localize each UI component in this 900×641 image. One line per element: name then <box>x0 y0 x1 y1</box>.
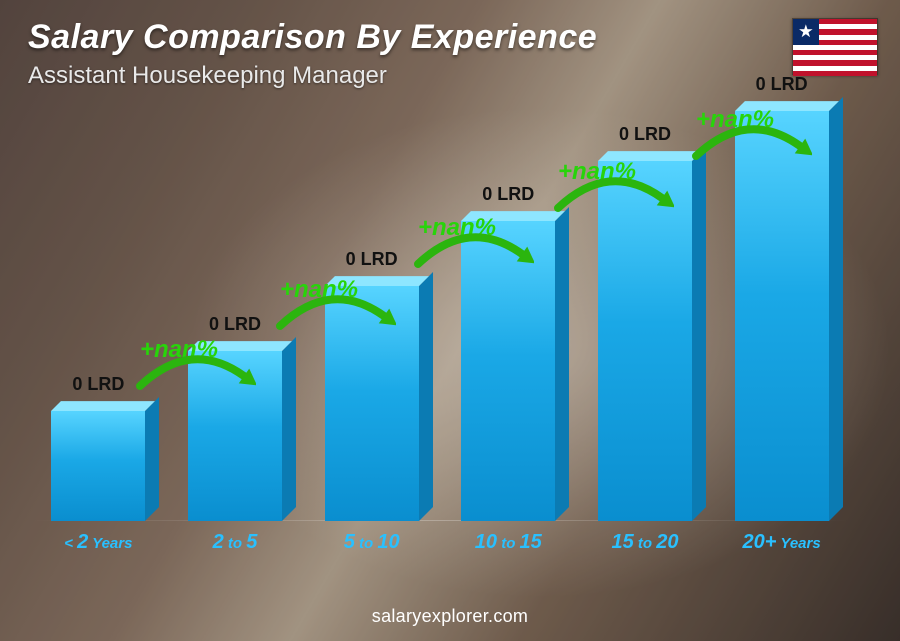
bar-slot: 0 LRD <box>449 110 567 521</box>
x-category: 5 to 10 <box>313 531 431 554</box>
bar-slot: 0 LRD <box>723 110 841 521</box>
page-subtitle: Assistant Housekeeping Manager <box>28 62 387 90</box>
infographic-stage: Salary Comparison By Experience Assistan… <box>0 0 900 641</box>
bar-side <box>419 272 433 521</box>
bar-front <box>51 411 145 521</box>
delta-label: +nan% <box>558 158 636 186</box>
bar-top <box>51 401 155 411</box>
x-category: 20+ Years <box>723 531 841 554</box>
bar: 0 LRD <box>461 221 555 521</box>
x-category: 15 to 20 <box>586 531 704 554</box>
x-axis-categories: < 2 Years 2 to 5 5 to 10 10 to 15 15 to 20 20… <box>30 523 850 561</box>
bar-value-label: 0 LRD <box>461 184 555 205</box>
bar-front <box>735 111 829 521</box>
bar-value-label: 0 LRD <box>598 124 692 145</box>
bar-front <box>325 286 419 521</box>
bar-value-label: 0 LRD <box>51 374 145 395</box>
delta-label: +nan% <box>696 106 774 134</box>
bar-side <box>555 207 569 521</box>
bar-side <box>282 337 296 521</box>
bar-slot: 0 LRD <box>39 110 157 521</box>
bar: 0 LRD <box>325 286 419 521</box>
bar-value-label: 0 LRD <box>188 314 282 335</box>
bar-slot: 0 LRD <box>176 110 294 521</box>
bar-slot: 0 LRD <box>313 110 431 521</box>
bar-front <box>598 161 692 521</box>
bar-front <box>461 221 555 521</box>
x-category: < 2 Years <box>39 531 157 554</box>
delta-label: +nan% <box>280 276 358 304</box>
salary-bar-chart: 0 LRD 0 LRD 0 LRD 0 LRD <box>30 110 850 561</box>
liberia-flag-icon: ★ <box>792 18 878 75</box>
x-category: 10 to 15 <box>449 531 567 554</box>
x-category: 2 to 5 <box>176 531 294 554</box>
bar: 0 LRD <box>598 161 692 521</box>
bar-side <box>145 397 159 521</box>
bar: 0 LRD <box>188 351 282 521</box>
bar-side <box>692 147 706 521</box>
bar: 0 LRD <box>51 411 145 521</box>
bar-front <box>188 351 282 521</box>
bar-value-label: 0 LRD <box>735 74 829 95</box>
delta-label: +nan% <box>418 214 496 242</box>
bar-side <box>829 97 843 521</box>
page-title: Salary Comparison By Experience <box>28 18 597 57</box>
bar: 0 LRD <box>735 111 829 521</box>
bars-container: 0 LRD 0 LRD 0 LRD 0 LRD <box>30 110 850 521</box>
bar-value-label: 0 LRD <box>325 249 419 270</box>
delta-label: +nan% <box>140 336 218 364</box>
footer-site: salaryexplorer.com <box>0 606 900 627</box>
